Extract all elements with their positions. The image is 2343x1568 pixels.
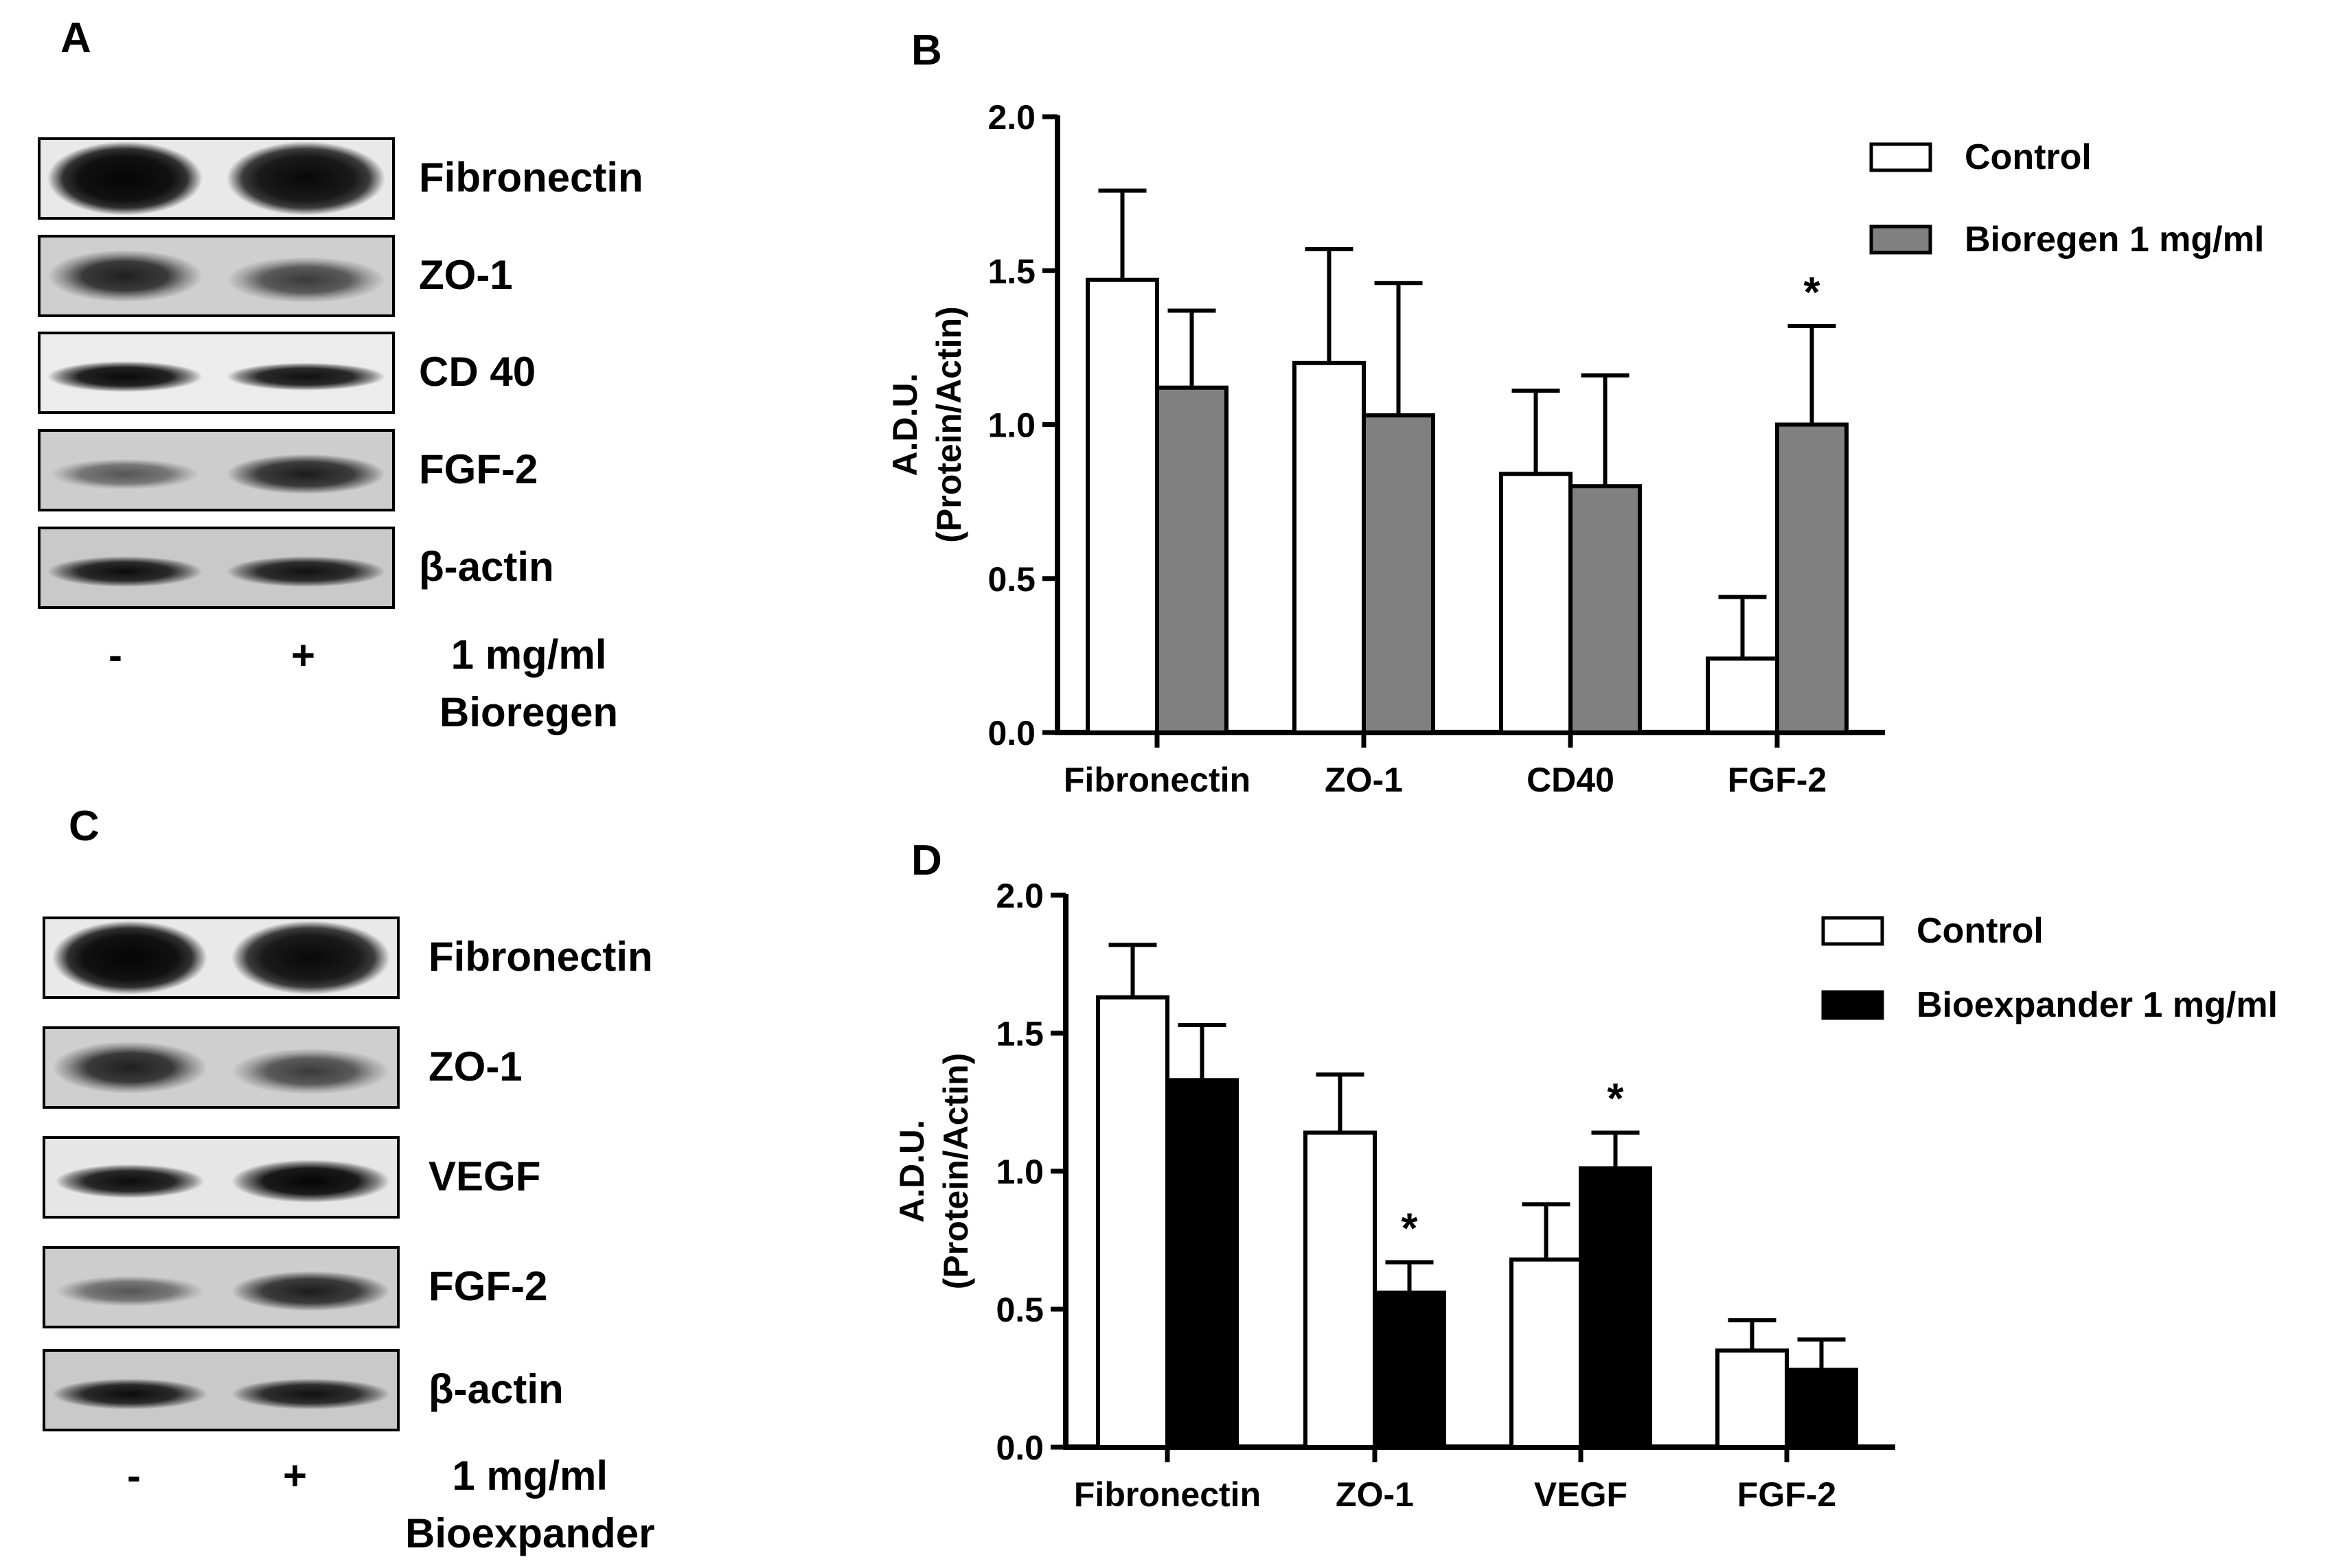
legend-swatch bbox=[1821, 990, 1884, 1020]
bar-treated bbox=[1155, 385, 1228, 735]
blot-label: ZO-1 bbox=[428, 1044, 523, 1089]
significance-star: * bbox=[1803, 269, 1820, 316]
blot-band-fibronectin bbox=[38, 137, 395, 220]
x-tick-label: FGF-2 bbox=[1728, 761, 1827, 799]
legend-label: Bioexpander 1 mg/ml bbox=[1917, 985, 2278, 1025]
bar-treated bbox=[1775, 422, 1849, 735]
bar-treated bbox=[1568, 484, 1642, 735]
blot-band-fgf-2 bbox=[38, 429, 395, 511]
blot-label: Fibronectin bbox=[428, 934, 653, 980]
lane-minus-label: - bbox=[127, 1453, 141, 1499]
significance-star: * bbox=[1401, 1206, 1418, 1253]
blot-label: ZO-1 bbox=[419, 252, 513, 298]
y-axis-label: A.D.U. (Protein/Actin) bbox=[886, 306, 968, 542]
bar-control bbox=[1096, 995, 1169, 1450]
treatment-label: 1 mg/ml Bioexpander bbox=[405, 1447, 654, 1563]
panel-b-letter: B bbox=[911, 27, 942, 74]
panel-a-letter: A bbox=[60, 14, 91, 62]
y-tick-label: 1.0 bbox=[996, 1153, 1044, 1191]
blot-label: Fibronectin bbox=[419, 154, 643, 200]
y-tick-label: 1.5 bbox=[987, 252, 1036, 290]
y-tick-label: 2.0 bbox=[987, 98, 1036, 137]
y-axis-label: A.D.U. (Protein/Actin) bbox=[893, 1053, 975, 1289]
lane-plus-label: + bbox=[283, 1453, 308, 1499]
bar-control bbox=[1499, 472, 1573, 735]
x-tick-label: FGF-2 bbox=[1737, 1475, 1836, 1514]
blot-band-vegf bbox=[43, 1136, 400, 1219]
bar-treated bbox=[1579, 1166, 1652, 1449]
panel-c-letter: C bbox=[69, 803, 100, 850]
blot-band-zo-1 bbox=[43, 1026, 400, 1109]
blot-label: β-actin bbox=[428, 1366, 564, 1412]
bar-treated bbox=[1165, 1078, 1239, 1449]
treatment-name: Bioregen bbox=[439, 689, 619, 735]
bar-chart-d: 0.0 0.5 1.0 1.5 2.0 A.D.U. (Protein/Actin) Fibr… bbox=[893, 877, 2278, 1514]
y-axis-label-line1: A.D.U. bbox=[886, 373, 924, 476]
blot-band-actin bbox=[43, 1349, 400, 1431]
x-tick-label: ZO-1 bbox=[1325, 761, 1403, 799]
lane-plus-label: + bbox=[291, 632, 316, 678]
treatment-label: 1 mg/ml Bioregen bbox=[439, 626, 618, 741]
blot-band-cd-40 bbox=[38, 332, 395, 414]
blot-label: VEGF bbox=[428, 1153, 541, 1199]
y-tick-label: 0.5 bbox=[987, 560, 1036, 599]
blot-label: CD 40 bbox=[419, 349, 536, 395]
x-tick-label: ZO-1 bbox=[1336, 1475, 1414, 1514]
legend-swatch bbox=[1869, 224, 1932, 255]
x-tick-label: Fibronectin bbox=[1064, 761, 1250, 799]
legend-swatch bbox=[1869, 142, 1932, 172]
y-tick-label: 0.0 bbox=[987, 714, 1036, 752]
legend-swatch bbox=[1821, 916, 1884, 946]
blot-label: FGF-2 bbox=[428, 1263, 548, 1309]
x-tick-label: VEGF bbox=[1534, 1475, 1627, 1514]
bar-chart-b: 0.0 0.5 1.0 1.5 2.0 A.D.U. (Protein/Actin) Fibr… bbox=[886, 98, 2264, 799]
bar-control bbox=[1292, 360, 1366, 735]
y-axis-label-line2: (Protein/Actin) bbox=[930, 306, 968, 542]
bar-treated bbox=[1785, 1368, 1858, 1449]
blot-label: FGF-2 bbox=[419, 446, 538, 492]
bar-control bbox=[1706, 656, 1779, 735]
bar-treated bbox=[1362, 413, 1435, 735]
y-axis-label-line2: (Protein/Actin) bbox=[937, 1053, 975, 1289]
x-tick-label: Fibronectin bbox=[1074, 1475, 1261, 1514]
y-tick-label: 2.0 bbox=[996, 877, 1044, 915]
y-tick-label: 0.5 bbox=[996, 1291, 1044, 1329]
y-tick-label: 1.0 bbox=[987, 406, 1036, 445]
blot-label: β-actin bbox=[419, 544, 554, 590]
y-tick-label: 0.0 bbox=[996, 1429, 1044, 1467]
x-tick-label: CD40 bbox=[1527, 761, 1614, 799]
significance-star: * bbox=[1607, 1076, 1624, 1123]
bar-control bbox=[1303, 1130, 1377, 1449]
bar-control bbox=[1509, 1257, 1583, 1449]
legend-label: Control bbox=[1965, 137, 2092, 177]
treatment-name: Bioexpander bbox=[405, 1510, 655, 1556]
y-axis-label-line1: A.D.U. bbox=[893, 1120, 931, 1223]
bar-treated bbox=[1373, 1290, 1446, 1449]
y-tick-label: 1.5 bbox=[996, 1015, 1044, 1053]
bar-control bbox=[1715, 1348, 1789, 1449]
panel-d-letter: D bbox=[911, 837, 942, 884]
blot-band-fibronectin bbox=[43, 916, 400, 999]
bar-control bbox=[1086, 277, 1159, 735]
legend-label: Bioregen 1 mg/ml bbox=[1965, 220, 2264, 260]
treatment-dose: 1 mg/ml bbox=[452, 1453, 608, 1499]
blot-band-fgf-2 bbox=[43, 1246, 400, 1328]
treatment-dose: 1 mg/ml bbox=[450, 632, 607, 678]
lane-minus-label: - bbox=[108, 632, 122, 678]
blot-band-actin bbox=[38, 527, 395, 609]
blot-band-zo-1 bbox=[38, 235, 395, 317]
legend-label: Control bbox=[1917, 911, 2044, 951]
